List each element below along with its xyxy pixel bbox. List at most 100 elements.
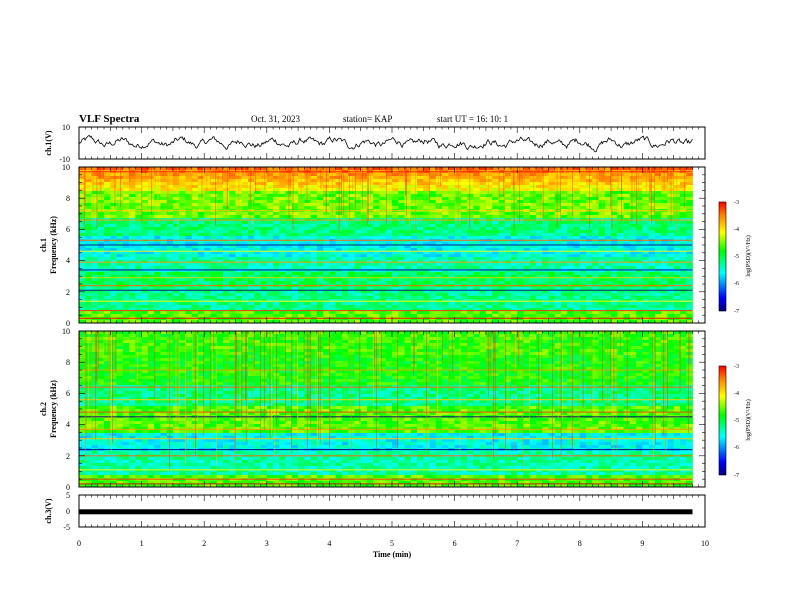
spectrogram-cell xyxy=(679,308,687,312)
spectrogram-cell xyxy=(636,182,643,186)
spectrogram-cell xyxy=(504,191,512,195)
spectrogram-cell xyxy=(135,197,142,201)
spectrogram-cell xyxy=(310,257,318,261)
spectrogram-cell xyxy=(423,278,430,282)
spectrogram-cell xyxy=(191,257,199,261)
spectrogram-cell xyxy=(648,278,656,282)
spectrogram-cell xyxy=(366,215,374,219)
spectrogram-cell xyxy=(654,233,662,237)
spectrogram-cell xyxy=(623,179,631,183)
spectrogram-cell xyxy=(523,254,531,258)
spectrogram-cell xyxy=(185,230,193,234)
spectrogram-cell xyxy=(135,188,142,192)
spectrogram-cell xyxy=(204,167,211,171)
spectrogram-cell xyxy=(91,221,99,225)
spectrogram-cell xyxy=(473,278,481,282)
spectrogram-cell xyxy=(266,242,274,246)
spectrogram-cell xyxy=(135,233,142,237)
spectrogram-cell xyxy=(135,269,142,273)
spectrogram-cell xyxy=(154,245,161,249)
spectrogram-cell xyxy=(404,194,412,198)
spectrogram-cell xyxy=(448,215,455,219)
spectrogram-cell xyxy=(485,266,493,270)
spectrogram-cell xyxy=(467,275,474,279)
spectrogram-cell xyxy=(636,179,643,183)
spectrogram-cell xyxy=(285,290,293,294)
spectrogram-cell xyxy=(254,182,261,186)
spectrogram-cell xyxy=(210,308,218,312)
spectrogram-cell xyxy=(573,269,581,273)
spectrogram-cell xyxy=(122,182,130,186)
spectrogram-cell xyxy=(598,254,606,258)
spectrogram-cell xyxy=(191,251,199,255)
spectrogram-cell xyxy=(110,245,117,249)
spectrogram-cell xyxy=(686,233,693,237)
spectrogram-cell xyxy=(210,278,218,282)
spectrogram-cell xyxy=(235,290,243,294)
spectrogram-cell xyxy=(298,203,305,207)
spectrogram-cell xyxy=(104,185,111,189)
spectrogram-cell xyxy=(642,212,650,216)
spectrogram-cell xyxy=(523,302,531,306)
spectrogram-cell xyxy=(323,263,330,267)
spectrogram-cell xyxy=(110,266,117,270)
spectrogram-cell xyxy=(554,248,562,252)
spectrogram-cell xyxy=(216,185,224,189)
spectrogram-cell xyxy=(448,311,455,315)
spectrogram-cell xyxy=(498,203,506,207)
spectrogram-cell xyxy=(341,245,349,249)
spectrogram-cell xyxy=(629,173,637,177)
spectrogram-cell xyxy=(517,281,524,285)
spectrogram-cell xyxy=(498,173,506,177)
spectrogram-cell xyxy=(554,269,562,273)
spectrogram-cell xyxy=(360,224,368,228)
spectrogram-cell xyxy=(611,281,618,285)
spectrogram-cell xyxy=(91,251,99,255)
spectrogram-cell xyxy=(266,179,274,183)
spectrogram-cell xyxy=(85,200,92,204)
spectrogram-cell xyxy=(360,227,368,231)
spectrogram-cell xyxy=(104,197,111,201)
spectrogram-cell xyxy=(642,200,650,204)
spectrogram-cell xyxy=(229,197,236,201)
spectrogram-cell xyxy=(354,182,362,186)
spectrogram-cell xyxy=(366,275,374,279)
spectrogram-cell xyxy=(667,245,675,249)
spectrogram-cell xyxy=(310,269,318,273)
spectrogram-cell xyxy=(222,227,230,231)
ch1-ytick-top: 10 xyxy=(62,123,70,132)
spectrogram-cell xyxy=(91,311,99,315)
spectrogram-cell xyxy=(517,191,524,195)
spectrogram-cell xyxy=(429,242,437,246)
spectrogram-cell xyxy=(417,272,424,276)
spectrogram-cell xyxy=(629,245,637,249)
spectrogram-cell xyxy=(392,311,399,315)
spectrogram-cell xyxy=(404,254,412,258)
spectrogram-cell xyxy=(392,281,399,285)
spectrogram-cell xyxy=(485,197,493,201)
spectrogram-cell xyxy=(160,281,168,285)
spectrogram-cell xyxy=(548,257,556,261)
spectrogram-cell xyxy=(648,203,656,207)
spectrogram-cell xyxy=(535,266,543,270)
spectrogram-cell xyxy=(679,257,687,261)
spectrogram-cell xyxy=(366,197,374,201)
spectrogram-cell xyxy=(254,224,261,228)
spectrogram-cell xyxy=(185,251,193,255)
spectrogram-cell xyxy=(579,290,587,294)
spectrogram-cell xyxy=(573,203,581,207)
spectrogram-cell xyxy=(298,281,305,285)
spectrogram-cell xyxy=(235,224,243,228)
spectrogram-cell xyxy=(310,278,318,282)
spectrogram-cell xyxy=(260,191,268,195)
spectrogram-cell xyxy=(191,263,199,267)
spectrogram-cell xyxy=(172,254,180,258)
spectrogram-cell xyxy=(429,200,437,204)
spectrogram-cell xyxy=(222,269,230,273)
spectrogram-cell xyxy=(279,236,286,240)
spectrogram-cell xyxy=(429,266,437,270)
spectrogram-cell xyxy=(686,281,693,285)
spectrogram-cell xyxy=(429,287,437,291)
spectrogram-cell xyxy=(392,275,399,279)
spectrogram-cell xyxy=(392,167,399,171)
